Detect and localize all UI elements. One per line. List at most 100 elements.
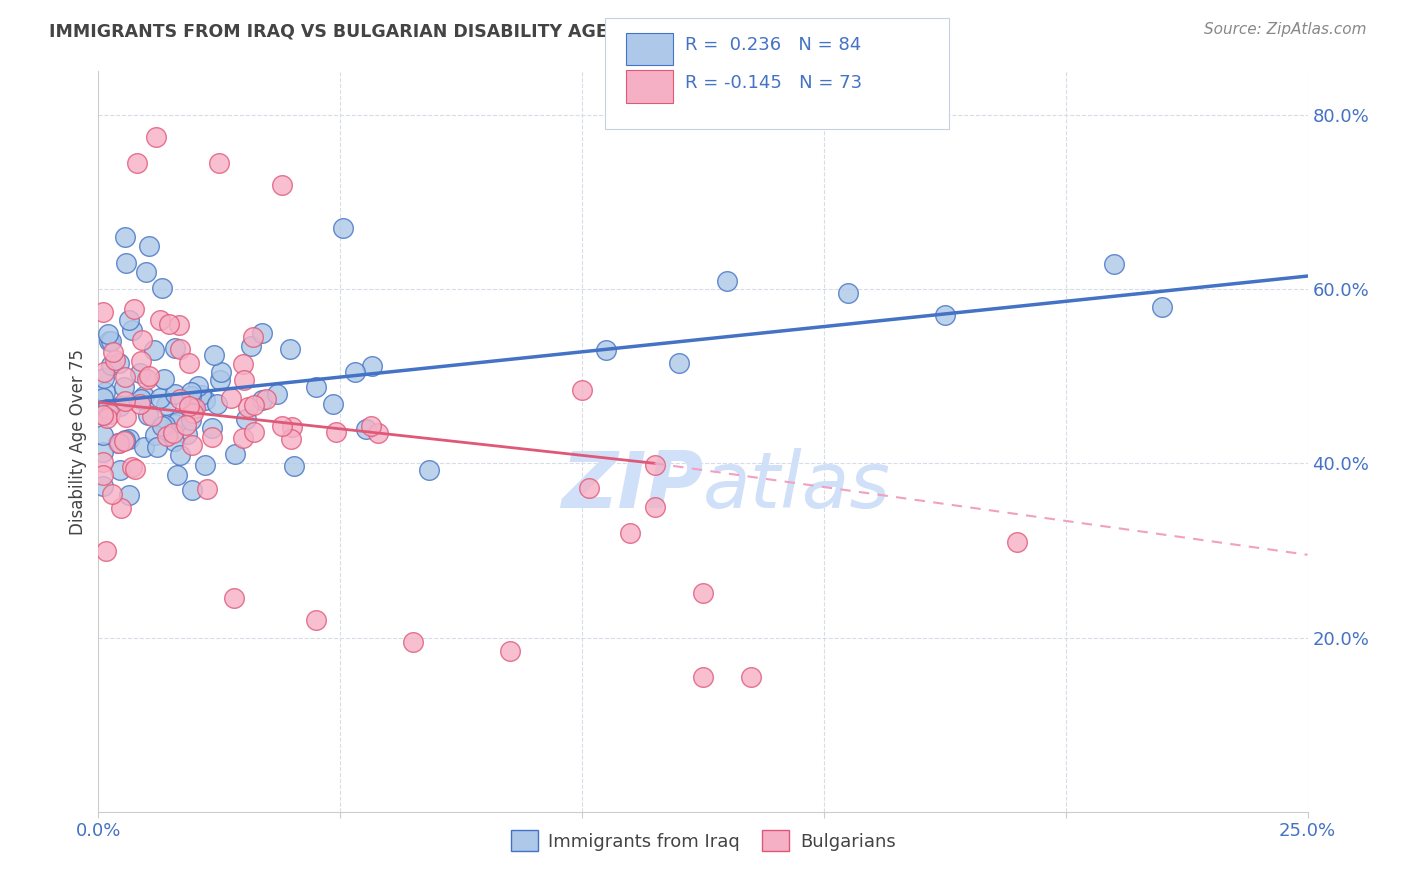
Point	[266, 386, 288, 401]
Point	[232, 357, 254, 371]
Point	[110, 399, 132, 413]
Point	[304, 380, 326, 394]
Point	[692, 670, 714, 684]
Point	[129, 392, 152, 406]
Point	[668, 356, 690, 370]
Point	[232, 431, 254, 445]
Point	[322, 397, 344, 411]
Point	[91, 305, 114, 319]
Point	[91, 428, 114, 442]
Point	[121, 323, 143, 337]
Point	[243, 398, 266, 412]
Point	[235, 412, 257, 426]
Point	[98, 407, 121, 421]
Point	[166, 416, 188, 430]
Point	[91, 455, 114, 469]
Point	[194, 458, 217, 472]
Point	[114, 256, 136, 270]
Point	[96, 410, 118, 425]
Point	[271, 418, 294, 433]
Point	[145, 129, 167, 144]
Point	[114, 230, 136, 244]
Point	[1152, 301, 1174, 315]
Point	[187, 378, 209, 392]
Point	[344, 365, 367, 379]
Point	[91, 409, 114, 423]
Point	[332, 221, 354, 235]
Point	[239, 339, 262, 353]
Point	[91, 391, 114, 405]
Point	[118, 488, 141, 502]
Point	[402, 635, 425, 649]
Legend: Immigrants from Iraq, Bulgarians: Immigrants from Iraq, Bulgarians	[503, 823, 903, 858]
Point	[112, 434, 135, 448]
Point	[195, 482, 218, 496]
Text: R =  0.236   N = 84: R = 0.236 N = 84	[685, 37, 860, 54]
Point	[243, 425, 266, 440]
Point	[201, 430, 224, 444]
Point	[91, 445, 114, 459]
Point	[280, 432, 302, 446]
Point	[238, 400, 260, 414]
Point	[138, 238, 160, 252]
Point	[180, 389, 202, 403]
Point	[180, 412, 202, 426]
Point	[250, 326, 273, 340]
Point	[124, 462, 146, 476]
Point	[150, 419, 173, 434]
Point	[166, 468, 188, 483]
Point	[141, 409, 163, 423]
Point	[252, 392, 274, 407]
Point	[108, 436, 131, 450]
Point	[278, 342, 301, 356]
Point	[134, 389, 156, 403]
Point	[162, 425, 184, 440]
Point	[180, 385, 202, 400]
Point	[202, 348, 225, 362]
Point	[367, 426, 389, 441]
Point	[93, 365, 115, 379]
Point	[91, 467, 114, 482]
Point	[165, 341, 187, 355]
Point	[644, 500, 666, 514]
Text: atlas: atlas	[703, 448, 891, 524]
Point	[205, 397, 228, 411]
Point	[163, 434, 186, 449]
Point	[96, 402, 118, 417]
Point	[108, 356, 131, 370]
Point	[169, 318, 191, 332]
Point	[101, 487, 124, 501]
Point	[94, 384, 117, 399]
Point	[112, 380, 135, 394]
Point	[91, 479, 114, 493]
Point	[108, 463, 131, 477]
Point	[135, 372, 157, 386]
Point	[208, 156, 231, 170]
Point	[219, 391, 242, 405]
Point	[194, 392, 217, 407]
Point	[595, 343, 617, 357]
Point	[131, 354, 153, 368]
Point	[100, 358, 122, 372]
Y-axis label: Disability Age Over 75: Disability Age Over 75	[69, 349, 87, 534]
Point	[100, 334, 122, 348]
Point	[716, 274, 738, 288]
Text: R = -0.145   N = 73: R = -0.145 N = 73	[685, 74, 862, 92]
Point	[107, 436, 129, 450]
Point	[143, 428, 166, 442]
Point	[305, 613, 328, 627]
Point	[571, 383, 593, 397]
Point	[131, 333, 153, 347]
Point	[94, 544, 117, 558]
Point	[692, 586, 714, 600]
Point	[242, 329, 264, 343]
Point	[115, 409, 138, 424]
Point	[498, 643, 520, 657]
Point	[644, 458, 666, 472]
Point	[169, 392, 191, 406]
Point	[179, 399, 201, 413]
Text: Source: ZipAtlas.com: Source: ZipAtlas.com	[1204, 22, 1367, 37]
Point	[149, 313, 172, 327]
Point	[152, 281, 174, 295]
Point	[127, 156, 149, 170]
